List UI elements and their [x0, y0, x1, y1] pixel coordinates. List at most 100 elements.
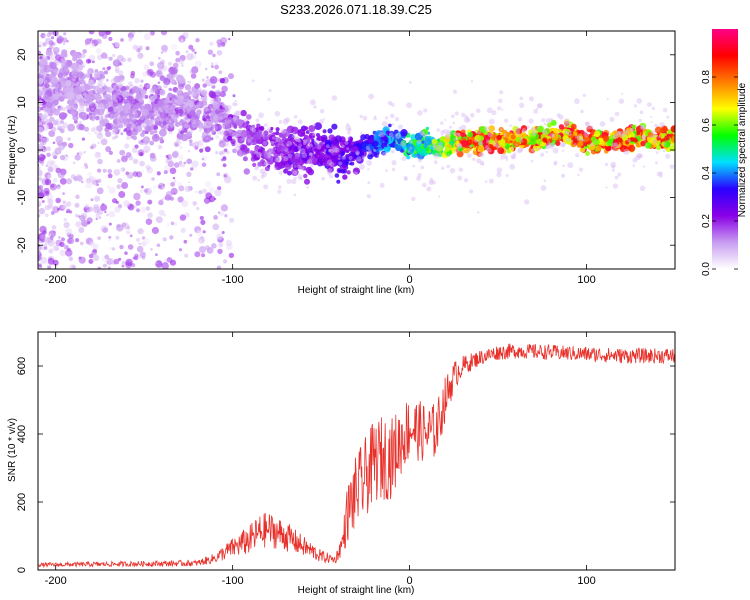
- spectrogram-point: [332, 146, 339, 153]
- spectrogram-point: [174, 118, 177, 122]
- spectrogram-point: [224, 141, 230, 147]
- spectrogram-point: [198, 120, 202, 125]
- spectrogram-point: [89, 175, 94, 180]
- spectrogram-point: [180, 64, 184, 68]
- spectrogram-point: [639, 110, 644, 115]
- spectrogram-point: [82, 97, 86, 101]
- spectrogram-point: [181, 127, 185, 131]
- spectrogram-point: [313, 139, 320, 146]
- spectrogram-point: [657, 129, 660, 132]
- spectrogram-point: [46, 67, 52, 73]
- spectrogram-point: [113, 169, 121, 176]
- spectrogram-point: [215, 151, 219, 155]
- spectrogram-point: [118, 105, 125, 112]
- spectrogram-point: [496, 134, 502, 141]
- spectrogram-point: [431, 180, 436, 185]
- spectrogram-point: [385, 130, 391, 135]
- spectrogram-point: [565, 137, 570, 143]
- spectrogram-point: [232, 102, 237, 107]
- spectrogram-point: [153, 130, 158, 134]
- spectrogram-point: [656, 171, 662, 177]
- spectrogram-point: [529, 132, 536, 139]
- spectrogram-point: [68, 210, 73, 214]
- spectrogram-point: [303, 173, 308, 179]
- spectrogram-point: [445, 133, 451, 140]
- spectrogram-point: [72, 161, 76, 165]
- spectrogram-point: [528, 118, 534, 124]
- spectrogram-point: [89, 100, 93, 104]
- spectrogram-point: [222, 156, 227, 161]
- spectrogram-point: [159, 136, 164, 141]
- spectrogram-point: [366, 160, 373, 166]
- spectrogram-point: [226, 150, 230, 155]
- spectrogram-point: [84, 126, 90, 132]
- spectrogram-point: [488, 118, 495, 125]
- spectrogram-point: [559, 141, 566, 148]
- spectrogram-point: [337, 157, 341, 161]
- spectrogram-point: [246, 148, 250, 152]
- spectrogram-point: [140, 79, 144, 83]
- spectrogram-point: [88, 240, 95, 247]
- spectrogram-point: [638, 153, 643, 159]
- spectrogram-point: [75, 221, 82, 228]
- spectrogram-point: [452, 121, 456, 125]
- spectrogram-point: [86, 217, 93, 224]
- spectrogram-point: [126, 123, 133, 129]
- spectrogram-point: [481, 152, 484, 155]
- spectrogram-point: [57, 184, 60, 187]
- spectrogram-point: [184, 185, 192, 192]
- spectrogram-point: [121, 182, 129, 189]
- spectrogram-point: [189, 105, 195, 111]
- spectrogram-point: [132, 124, 136, 128]
- spectrogram-point: [38, 45, 41, 48]
- spectrogram-point: [201, 253, 206, 258]
- spectrogram-point: [155, 253, 158, 256]
- spectrogram-point: [89, 116, 93, 120]
- spectrogram-point: [449, 125, 453, 129]
- spectrogram-point: [160, 31, 168, 36]
- spectrogram-point: [343, 147, 348, 152]
- spectrogram-point: [410, 140, 413, 144]
- spectrogram-point: [275, 136, 281, 142]
- spectrogram-point: [188, 139, 193, 144]
- spectrogram-point: [358, 154, 364, 160]
- spectrogram-point: [165, 117, 171, 124]
- spectrogram-point: [44, 178, 52, 186]
- spectrogram-point: [346, 137, 350, 141]
- spectrogram-point: [167, 223, 170, 226]
- spectrogram-point: [38, 138, 42, 143]
- spectrogram-point: [38, 126, 44, 134]
- spectrogram-point: [65, 59, 72, 66]
- spectrogram-point: [428, 180, 434, 185]
- spectrogram-point: [479, 126, 487, 133]
- spectrogram-point: [96, 183, 99, 187]
- spectrogram-point: [479, 160, 485, 166]
- spectrogram-point: [662, 149, 666, 153]
- spectrogram-point: [131, 92, 135, 96]
- spectrogram-point: [38, 207, 46, 215]
- spectrogram-point: [98, 76, 104, 82]
- spectrogram-point: [132, 135, 137, 141]
- spectrogram-point: [470, 112, 475, 118]
- spectrogram-point: [496, 172, 502, 178]
- spectrogram-point: [74, 202, 80, 208]
- spectrogram-point: [126, 95, 133, 102]
- spectrogram-point: [298, 159, 305, 166]
- spectrogram-point: [150, 248, 153, 251]
- spectrogram-point: [391, 160, 397, 166]
- spectrogram-point: [395, 133, 399, 137]
- spectrogram-point: [54, 59, 58, 64]
- spectrogram-point: [123, 89, 129, 95]
- spectrogram-point: [99, 119, 108, 127]
- spectrogram-point: [76, 68, 81, 73]
- spectrogram-point: [142, 124, 147, 129]
- spectrogram-point: [498, 98, 503, 104]
- spectrogram-point: [114, 135, 118, 139]
- spectrogram-point: [450, 114, 455, 119]
- spectrogram-point: [219, 211, 225, 217]
- spectrogram-point: [44, 90, 53, 98]
- spectrogram-point: [273, 166, 276, 169]
- spectrogram-point: [155, 216, 163, 224]
- spectrogram-point: [547, 138, 553, 144]
- spectrogram-point: [241, 137, 246, 141]
